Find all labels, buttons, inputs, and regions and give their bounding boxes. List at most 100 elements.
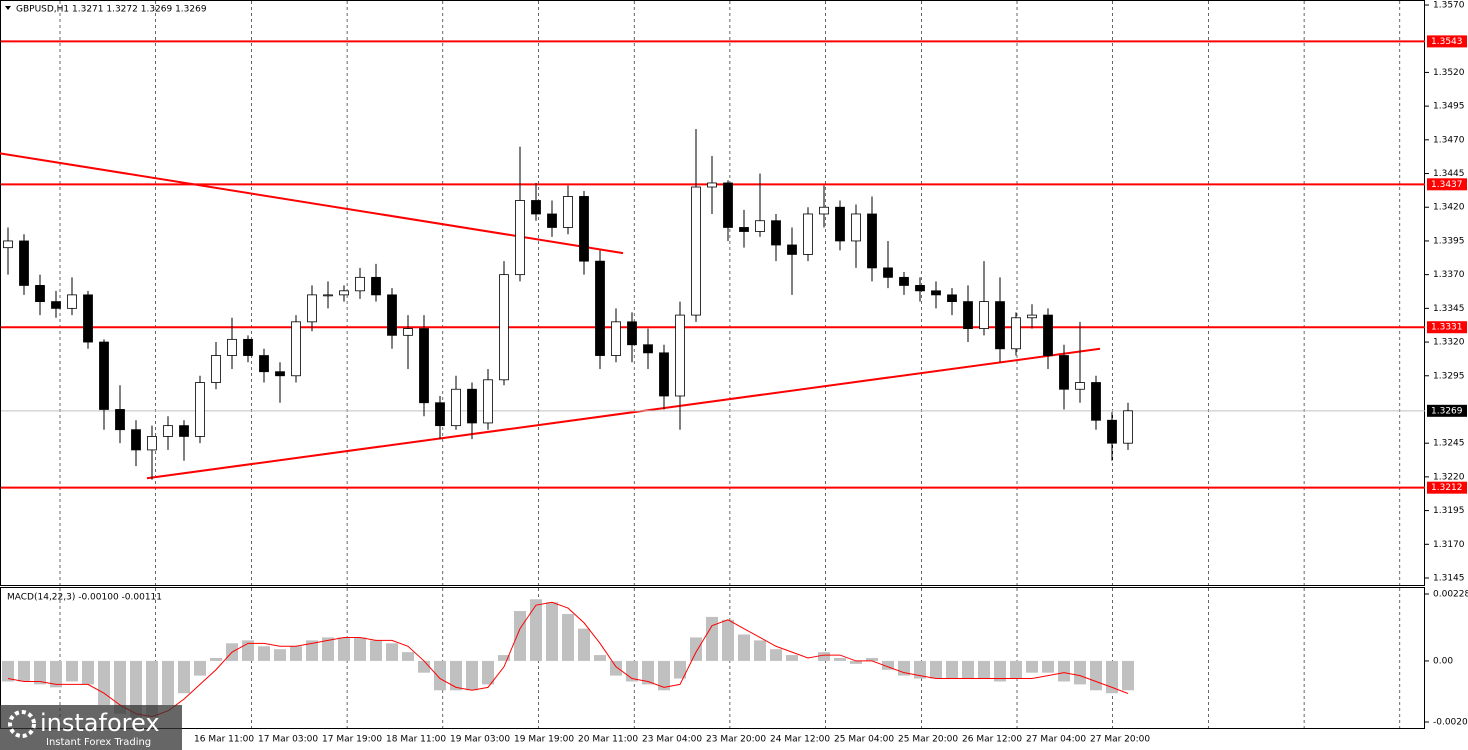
candle-body xyxy=(259,355,269,373)
x-tick-label: 27 Mar 20:00 xyxy=(1090,735,1150,745)
macd-bar xyxy=(498,655,510,661)
y-tick-label: 1.3245 xyxy=(1433,439,1465,449)
main-panel xyxy=(0,0,1425,586)
x-tick-label: 27 Mar 04:00 xyxy=(1026,735,1086,745)
title-arrow xyxy=(5,6,11,10)
candle-body xyxy=(387,294,397,336)
macd-bar xyxy=(930,660,942,679)
macd-bar xyxy=(1090,660,1102,691)
macd-bar xyxy=(594,655,606,661)
macd-bar xyxy=(818,652,830,661)
y-tick-label: 1.3370 xyxy=(1433,270,1465,280)
candle-body xyxy=(851,213,861,242)
y-tick-label: 1.3520 xyxy=(1433,68,1465,78)
candle-body xyxy=(115,409,125,431)
current-price-label: 1.3269 xyxy=(1431,406,1463,416)
macd-bar xyxy=(642,660,654,685)
macd-title: MACD(14,22,3) -0.00100 -0.00111 xyxy=(7,593,162,603)
y-tick-label: 1.3195 xyxy=(1433,506,1465,516)
candle-body xyxy=(819,206,829,215)
macd-bar xyxy=(50,660,62,688)
y-tick-label: 1.3395 xyxy=(1433,236,1465,246)
candle-body xyxy=(515,200,525,276)
x-tick-label: 20 Mar 11:00 xyxy=(578,735,638,745)
candle-body xyxy=(531,200,541,215)
candle-body xyxy=(675,314,685,397)
candle-body xyxy=(643,344,653,354)
x-tick-label: 17 Mar 03:00 xyxy=(258,735,318,745)
macd-bar xyxy=(546,602,558,661)
macd-bar xyxy=(178,660,190,694)
x-tick-label: 19 Mar 03:00 xyxy=(450,735,510,745)
candle-body xyxy=(291,321,301,377)
macd-bar xyxy=(610,660,622,676)
y-tick-label: 1.3470 xyxy=(1433,135,1465,145)
candle-body xyxy=(243,338,253,356)
x-tick-label: 23 Mar 20:00 xyxy=(706,735,766,745)
candle-body xyxy=(611,321,621,356)
candle-body xyxy=(787,244,797,255)
chart-title: GBPUSD,H1 1.3271 1.3272 1.3269 1.3269 xyxy=(16,5,207,15)
macd-bar xyxy=(274,649,286,661)
candle-body xyxy=(1075,382,1085,390)
candle-body xyxy=(915,285,925,292)
candle-body xyxy=(339,290,349,296)
macd-bar xyxy=(530,599,542,661)
macd-bar xyxy=(690,637,702,661)
candle-body xyxy=(1123,410,1133,444)
macd-bar xyxy=(1042,660,1054,673)
level-label: 1.3437 xyxy=(1431,180,1463,190)
candle-body xyxy=(627,321,637,346)
macd-bar xyxy=(946,660,958,679)
candle-body xyxy=(963,301,973,329)
candle-body xyxy=(995,301,1005,350)
x-tick-label: 19 Mar 19:00 xyxy=(514,735,574,745)
candle-body xyxy=(883,267,893,278)
logo-background xyxy=(0,705,182,750)
x-tick-label: 24 Mar 12:00 xyxy=(770,735,830,745)
candle-body xyxy=(67,294,77,309)
candle-body xyxy=(147,436,157,451)
y-tick-label: 1.3145 xyxy=(1433,574,1465,584)
macd-bar xyxy=(754,640,766,661)
macd-bar xyxy=(978,660,990,679)
macd-bar xyxy=(82,660,94,685)
candle-body xyxy=(563,196,573,228)
x-tick-label: 16 Mar 11:00 xyxy=(194,735,254,745)
candle-body xyxy=(51,301,61,309)
trend-line xyxy=(0,152,624,255)
macd-bar xyxy=(562,613,574,661)
level-label-box xyxy=(1427,321,1467,334)
macd-bar xyxy=(1106,660,1118,694)
candle-body xyxy=(707,182,717,188)
macd-bar xyxy=(130,660,142,720)
signal-line xyxy=(7,601,1129,718)
y-tick-label: 1.3420 xyxy=(1433,203,1465,213)
x-tick-label: 18 Mar 11:00 xyxy=(386,735,446,745)
candle-body xyxy=(323,294,333,297)
macd-bar xyxy=(482,660,494,685)
macd-bar xyxy=(866,658,878,661)
logo-name: instaforex xyxy=(40,709,160,737)
candle-body xyxy=(355,276,365,292)
macd-bar xyxy=(706,616,718,661)
candle-body xyxy=(691,186,701,316)
macd-bar xyxy=(466,660,478,691)
macd-bar xyxy=(402,652,414,661)
candle-body xyxy=(1011,317,1021,350)
macd-bar xyxy=(418,660,430,673)
candle-body xyxy=(979,301,989,329)
macd-bar xyxy=(658,660,670,691)
macd-bar xyxy=(786,655,798,661)
macd-bar xyxy=(162,660,174,705)
y-tick-label: 1.3570 xyxy=(1433,1,1465,11)
macd-bar xyxy=(1058,660,1070,682)
logo-tagline: Instant Forex Trading xyxy=(46,737,151,748)
candle-body xyxy=(547,213,557,228)
candle-body xyxy=(499,274,509,381)
candle-body xyxy=(163,425,173,437)
candle-body xyxy=(483,379,493,424)
y-tick-label: -0.00208 xyxy=(1433,718,1468,728)
macd-bar xyxy=(322,637,334,661)
candle-body xyxy=(19,240,29,286)
